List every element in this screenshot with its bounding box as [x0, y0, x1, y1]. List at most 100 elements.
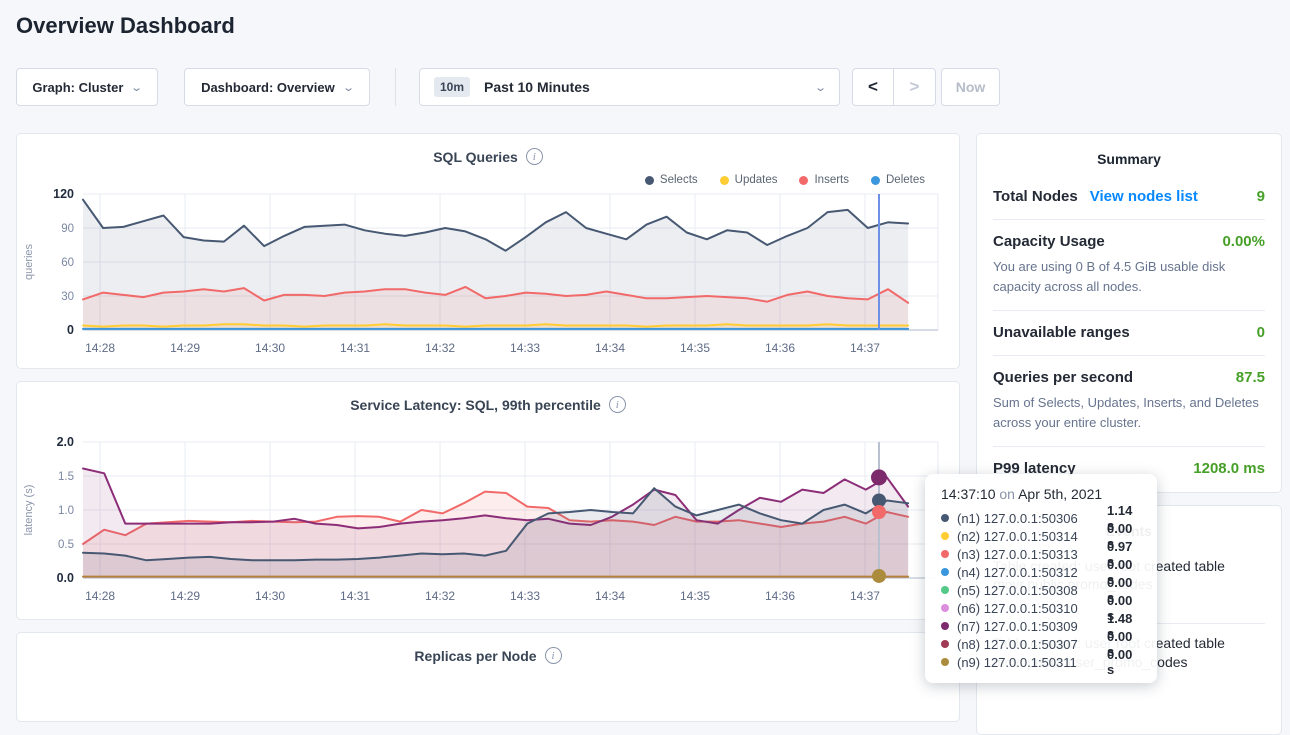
- svg-text:14:35: 14:35: [680, 589, 710, 603]
- series-dot-icon: [941, 532, 949, 540]
- overview-dashboard-page: { "page": { "title": "Overview Dashboard…: [0, 0, 1290, 689]
- series-dot-icon: [941, 514, 949, 522]
- svg-text:120: 120: [53, 188, 74, 201]
- summary-row-line: Unavailable ranges 0: [993, 324, 1265, 341]
- time-prev-button[interactable]: <: [853, 69, 894, 105]
- graph-scope-dropdown[interactable]: Graph: Cluster ⌄: [16, 68, 158, 106]
- summary-row-line: Total NodesView nodes list9: [993, 188, 1265, 205]
- service-latency-title: Service Latency: SQL, 99th percentile i: [17, 382, 959, 413]
- time-next-button[interactable]: >: [894, 69, 935, 105]
- svg-text:14:35: 14:35: [680, 341, 710, 355]
- svg-text:1.5: 1.5: [58, 471, 74, 483]
- tooltip-node-label: (n8) 127.0.0.1:50307: [957, 637, 1107, 652]
- svg-text:14:33: 14:33: [510, 589, 540, 603]
- svg-text:14:37: 14:37: [850, 341, 880, 355]
- sql-queries-chart-plot[interactable]: 14:28 14:29 14:30 14:31 14:32 14:33 14:34 14:35…: [19, 188, 959, 360]
- legend-dot-icon: [871, 176, 880, 185]
- info-icon[interactable]: i: [609, 396, 626, 413]
- info-icon[interactable]: i: [526, 148, 543, 165]
- svg-text:14:32: 14:32: [425, 341, 455, 355]
- tooltip-node-value: 0.00 s: [1107, 647, 1143, 677]
- summary-row: Queries per second 87.5 Sum of Selects, Up…: [993, 356, 1265, 447]
- time-range-dropdown[interactable]: 10m Past 10 Minutes ⌄: [419, 68, 840, 106]
- svg-text:14:29: 14:29: [170, 589, 200, 603]
- tooltip-node-label: (n7) 127.0.0.1:50309: [957, 619, 1107, 634]
- page-title: Overview Dashboard: [16, 13, 235, 39]
- legend-label: Deletes: [886, 174, 925, 186]
- series-dot-icon: [941, 622, 949, 630]
- time-range-label: Past 10 Minutes: [484, 79, 590, 95]
- series-dot-icon: [941, 568, 949, 576]
- svg-text:90: 90: [61, 223, 74, 235]
- summary-row-desc: Sum of Selects, Updates, Inserts, and De…: [993, 393, 1265, 432]
- legend-dot-icon: [645, 176, 654, 185]
- svg-text:14:28: 14:28: [85, 589, 115, 603]
- series-dot-icon: [941, 550, 949, 558]
- sql-queries-panel: SQL Queries i SelectsUpdatesInsertsDelet…: [16, 133, 960, 369]
- summary-row-line: Queries per second 87.5: [993, 369, 1265, 386]
- svg-text:14:36: 14:36: [765, 589, 795, 603]
- summary-row-value: 0: [1257, 324, 1265, 341]
- svg-text:0.5: 0.5: [58, 539, 74, 551]
- summary-heading: Summary: [993, 134, 1265, 175]
- tooltip-node-label: (n2) 127.0.0.1:50314: [957, 529, 1107, 544]
- legend-item-inserts[interactable]: Inserts: [799, 174, 849, 186]
- replicas-per-node-title: Replicas per Node i: [17, 633, 959, 664]
- legend-label: Selects: [660, 174, 698, 186]
- summary-row-label: Unavailable ranges: [993, 324, 1130, 341]
- svg-text:30: 30: [61, 291, 74, 303]
- dashboard-dropdown[interactable]: Dashboard: Overview ⌄: [184, 68, 370, 106]
- svg-text:14:33: 14:33: [510, 341, 540, 355]
- svg-text:14:31: 14:31: [340, 341, 370, 355]
- view-nodes-list-link[interactable]: View nodes list: [1090, 188, 1198, 205]
- summary-row-value: 9: [1257, 188, 1265, 205]
- chevron-down-icon: ⌄: [131, 81, 144, 94]
- svg-text:0.0: 0.0: [57, 571, 74, 585]
- now-button[interactable]: Now: [941, 68, 1000, 106]
- graph-scope-label: Graph: Cluster: [32, 80, 123, 95]
- svg-text:2.0: 2.0: [57, 436, 74, 449]
- service-latency-chart-plot[interactable]: 14:2814:2914:3014:3114:3214:3314:3414:35…: [19, 436, 959, 608]
- summary-row-label: Queries per second: [993, 369, 1133, 386]
- tooltip-node-label: (n6) 127.0.0.1:50310: [957, 601, 1107, 616]
- summary-row-desc: You are using 0 B of 4.5 GiB usable disk…: [993, 257, 1265, 296]
- summary-row-value: 87.5: [1236, 369, 1265, 386]
- chevron-left-icon: <: [868, 77, 878, 97]
- replicas-per-node-panel: Replicas per Node i: [16, 632, 960, 722]
- svg-text:14:31: 14:31: [340, 589, 370, 603]
- svg-text:14:32: 14:32: [425, 589, 455, 603]
- time-range-badge: 10m: [434, 77, 470, 97]
- svg-text:14:30: 14:30: [255, 589, 285, 603]
- legend-item-updates[interactable]: Updates: [720, 174, 778, 186]
- tooltip-node-label: (n9) 127.0.0.1:50311: [957, 655, 1107, 670]
- series-dot-icon: [941, 604, 949, 612]
- svg-text:14:28: 14:28: [85, 341, 115, 355]
- summary-row-line: Capacity Usage 0.00%: [993, 233, 1265, 250]
- series-dot-icon: [941, 640, 949, 648]
- tooltip-timestamp: 14:37:10 on Apr 5th, 2021: [941, 486, 1143, 502]
- summary-row-label: Capacity Usage: [993, 233, 1105, 250]
- summary-row-value: 0.00%: [1222, 233, 1265, 250]
- tooltip-node-label: (n3) 127.0.0.1:50313: [957, 547, 1107, 562]
- tooltip-node-label: (n5) 127.0.0.1:50308: [957, 583, 1107, 598]
- info-icon[interactable]: i: [545, 647, 562, 664]
- svg-text:14:34: 14:34: [595, 341, 625, 355]
- svg-text:14:29: 14:29: [170, 341, 200, 355]
- legend-label: Inserts: [814, 174, 849, 186]
- legend-label: Updates: [735, 174, 778, 186]
- summary-rows: Total NodesView nodes list9Capacity Usag…: [993, 175, 1265, 491]
- legend-dot-icon: [799, 176, 808, 185]
- svg-text:14:30: 14:30: [255, 341, 285, 355]
- svg-text:0: 0: [67, 323, 74, 337]
- time-pager: < >: [852, 68, 936, 106]
- svg-text:1.0: 1.0: [58, 505, 74, 517]
- legend-item-selects[interactable]: Selects: [645, 174, 698, 186]
- legend-item-deletes[interactable]: Deletes: [871, 174, 925, 186]
- summary-row-value: 1208.0 ms: [1193, 460, 1265, 477]
- chart-hover-tooltip: 14:37:10 on Apr 5th, 2021 (n1) 127.0.0.1…: [925, 474, 1157, 683]
- svg-text:14:37: 14:37: [850, 589, 880, 603]
- chevron-down-icon: ⌄: [342, 81, 355, 94]
- series-dot-icon: [941, 586, 949, 594]
- tooltip-node-row: (n9) 127.0.0.1:503110.00 s: [941, 653, 1143, 671]
- svg-text:latency (s): latency (s): [23, 485, 35, 536]
